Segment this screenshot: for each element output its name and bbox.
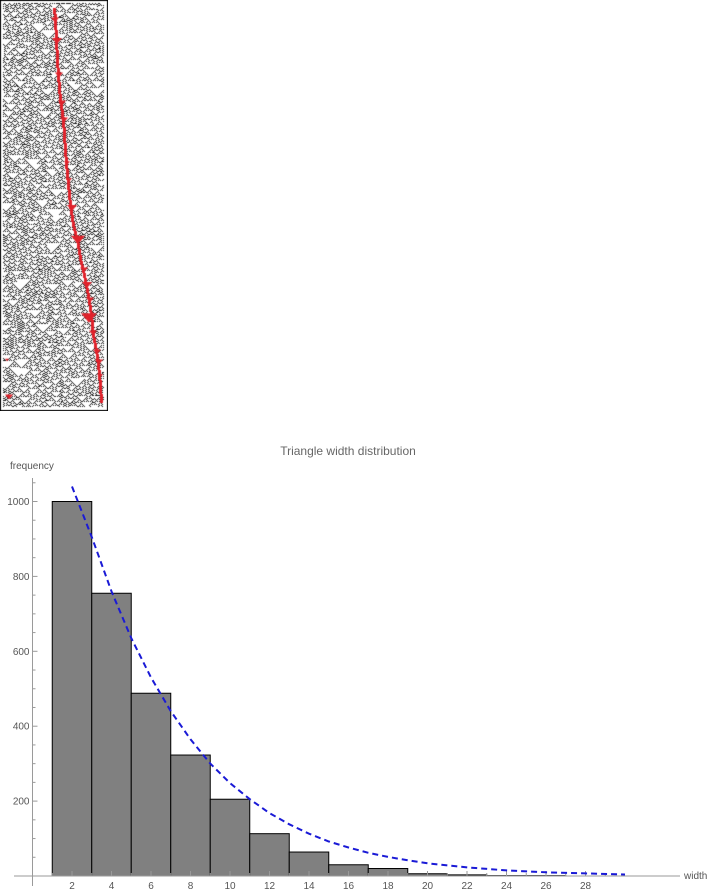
histogram-bar [91, 592, 132, 877]
x-tick-label: 20 [422, 881, 434, 892]
histogram-bar [130, 692, 172, 877]
x-tick-label: 6 [148, 881, 154, 892]
x-tick-label: 24 [501, 881, 513, 892]
x-tick-label: 10 [224, 881, 236, 892]
y-tick-label: 200 [13, 797, 30, 808]
x-tick-label: 12 [264, 881, 276, 892]
histogram-bar [170, 754, 211, 877]
fit-curve [71, 486, 626, 876]
chart-title: Triangle width distribution [280, 444, 416, 458]
y-tick-label: 800 [13, 572, 30, 583]
histogram-bar [249, 833, 290, 877]
bars-layer [51, 501, 567, 877]
y-tick-label: 400 [13, 722, 30, 733]
histogram-bar [209, 798, 251, 877]
x-tick-label: 26 [540, 881, 552, 892]
y-tick-label: 600 [13, 647, 30, 658]
x-tick-label: 8 [188, 881, 194, 892]
x-tick-label: 14 [303, 881, 315, 892]
x-tick-label: 4 [109, 881, 115, 892]
y-axis-label: frequency [10, 461, 54, 472]
x-tick-label: 16 [343, 881, 355, 892]
x-axis-label: width [683, 871, 707, 882]
x-tick-label: 22 [461, 881, 473, 892]
x-tick-label: 28 [580, 881, 592, 892]
y-tick-label: 1000 [7, 497, 30, 508]
cellular-automaton-image [0, 0, 108, 411]
x-tick-label: 2 [69, 881, 75, 892]
histogram-bar [51, 501, 93, 877]
fit-curve-layer [71, 486, 626, 876]
x-tick-label: 18 [382, 881, 394, 892]
